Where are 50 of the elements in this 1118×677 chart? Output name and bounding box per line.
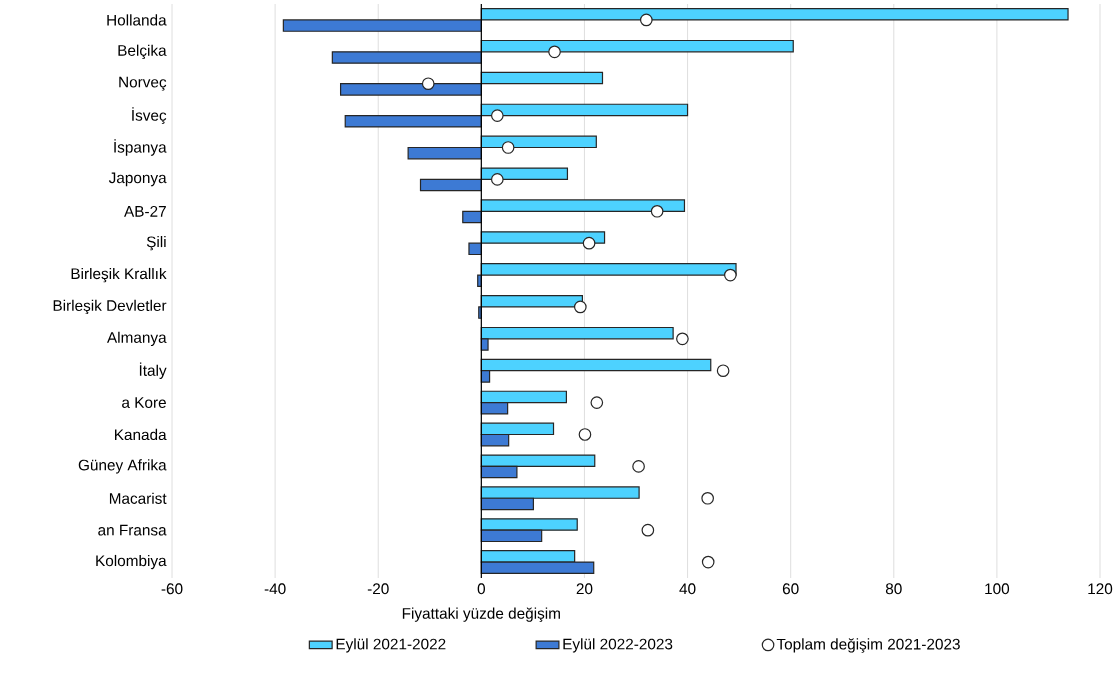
point (582, 236, 596, 250)
point (724, 268, 737, 282)
y-tick-label: Japonya (108, 172, 167, 187)
point (650, 204, 664, 218)
x-tick-label: -60 (161, 583, 183, 595)
x-tick-label: 100 (985, 583, 1010, 595)
point (490, 109, 504, 122)
point (590, 396, 604, 409)
y-tick-label: Güney Afrika (78, 459, 167, 474)
y-tick-label: İtaly (139, 362, 167, 379)
point (701, 491, 714, 505)
x-tick-label: 0 (477, 583, 485, 595)
legend-label: Eylül 2022-2023 (563, 638, 673, 653)
point (716, 364, 730, 378)
y-tick-label: İspanya (114, 139, 167, 156)
legend-label: Eylül 2021-2022 (336, 638, 446, 653)
point (641, 523, 655, 537)
y-tick-label: Şili (146, 235, 166, 251)
x-tick-label: 120 (1088, 583, 1113, 595)
x-axis-title: Fiyattaki yüzde değişim (402, 607, 560, 622)
point (573, 300, 587, 314)
x-tick-label: -40 (264, 583, 286, 595)
y-tick-label: Norveç (119, 76, 167, 91)
y-tick-label: Macarist (109, 492, 167, 504)
y-tick-label: an Fransa (98, 524, 167, 536)
y-tick-label: Birleşik Krallık (71, 267, 167, 283)
y-tick-label: Hollanda (107, 14, 167, 26)
y-tick-label: Birleşik Devletler (53, 299, 167, 315)
point (578, 428, 592, 441)
y-tick-label: Kolombiya (96, 554, 167, 570)
point (421, 77, 435, 91)
x-tick-label: 60 (782, 583, 799, 595)
point (701, 555, 715, 569)
x-tick-label: 40 (679, 583, 696, 595)
x-tick-label: 80 (885, 583, 902, 595)
x-tick-label: -20 (367, 583, 389, 595)
point (639, 13, 653, 27)
point (676, 332, 689, 346)
legend-label: Toplam değişim 2021-2023 (776, 638, 960, 653)
point (632, 460, 645, 473)
point (548, 45, 561, 59)
point (501, 141, 515, 154)
x-tick-label: 20 (576, 583, 593, 595)
point (490, 173, 504, 186)
y-tick-label: Kanada (115, 428, 167, 441)
y-tick-label: Almanya (106, 331, 167, 346)
y-tick-label: İsveç (132, 107, 167, 124)
y-tick-label: AB-27 (124, 205, 166, 217)
y-tick-label: Belçika (118, 44, 167, 59)
y-tick-label: a Kore (122, 397, 166, 408)
